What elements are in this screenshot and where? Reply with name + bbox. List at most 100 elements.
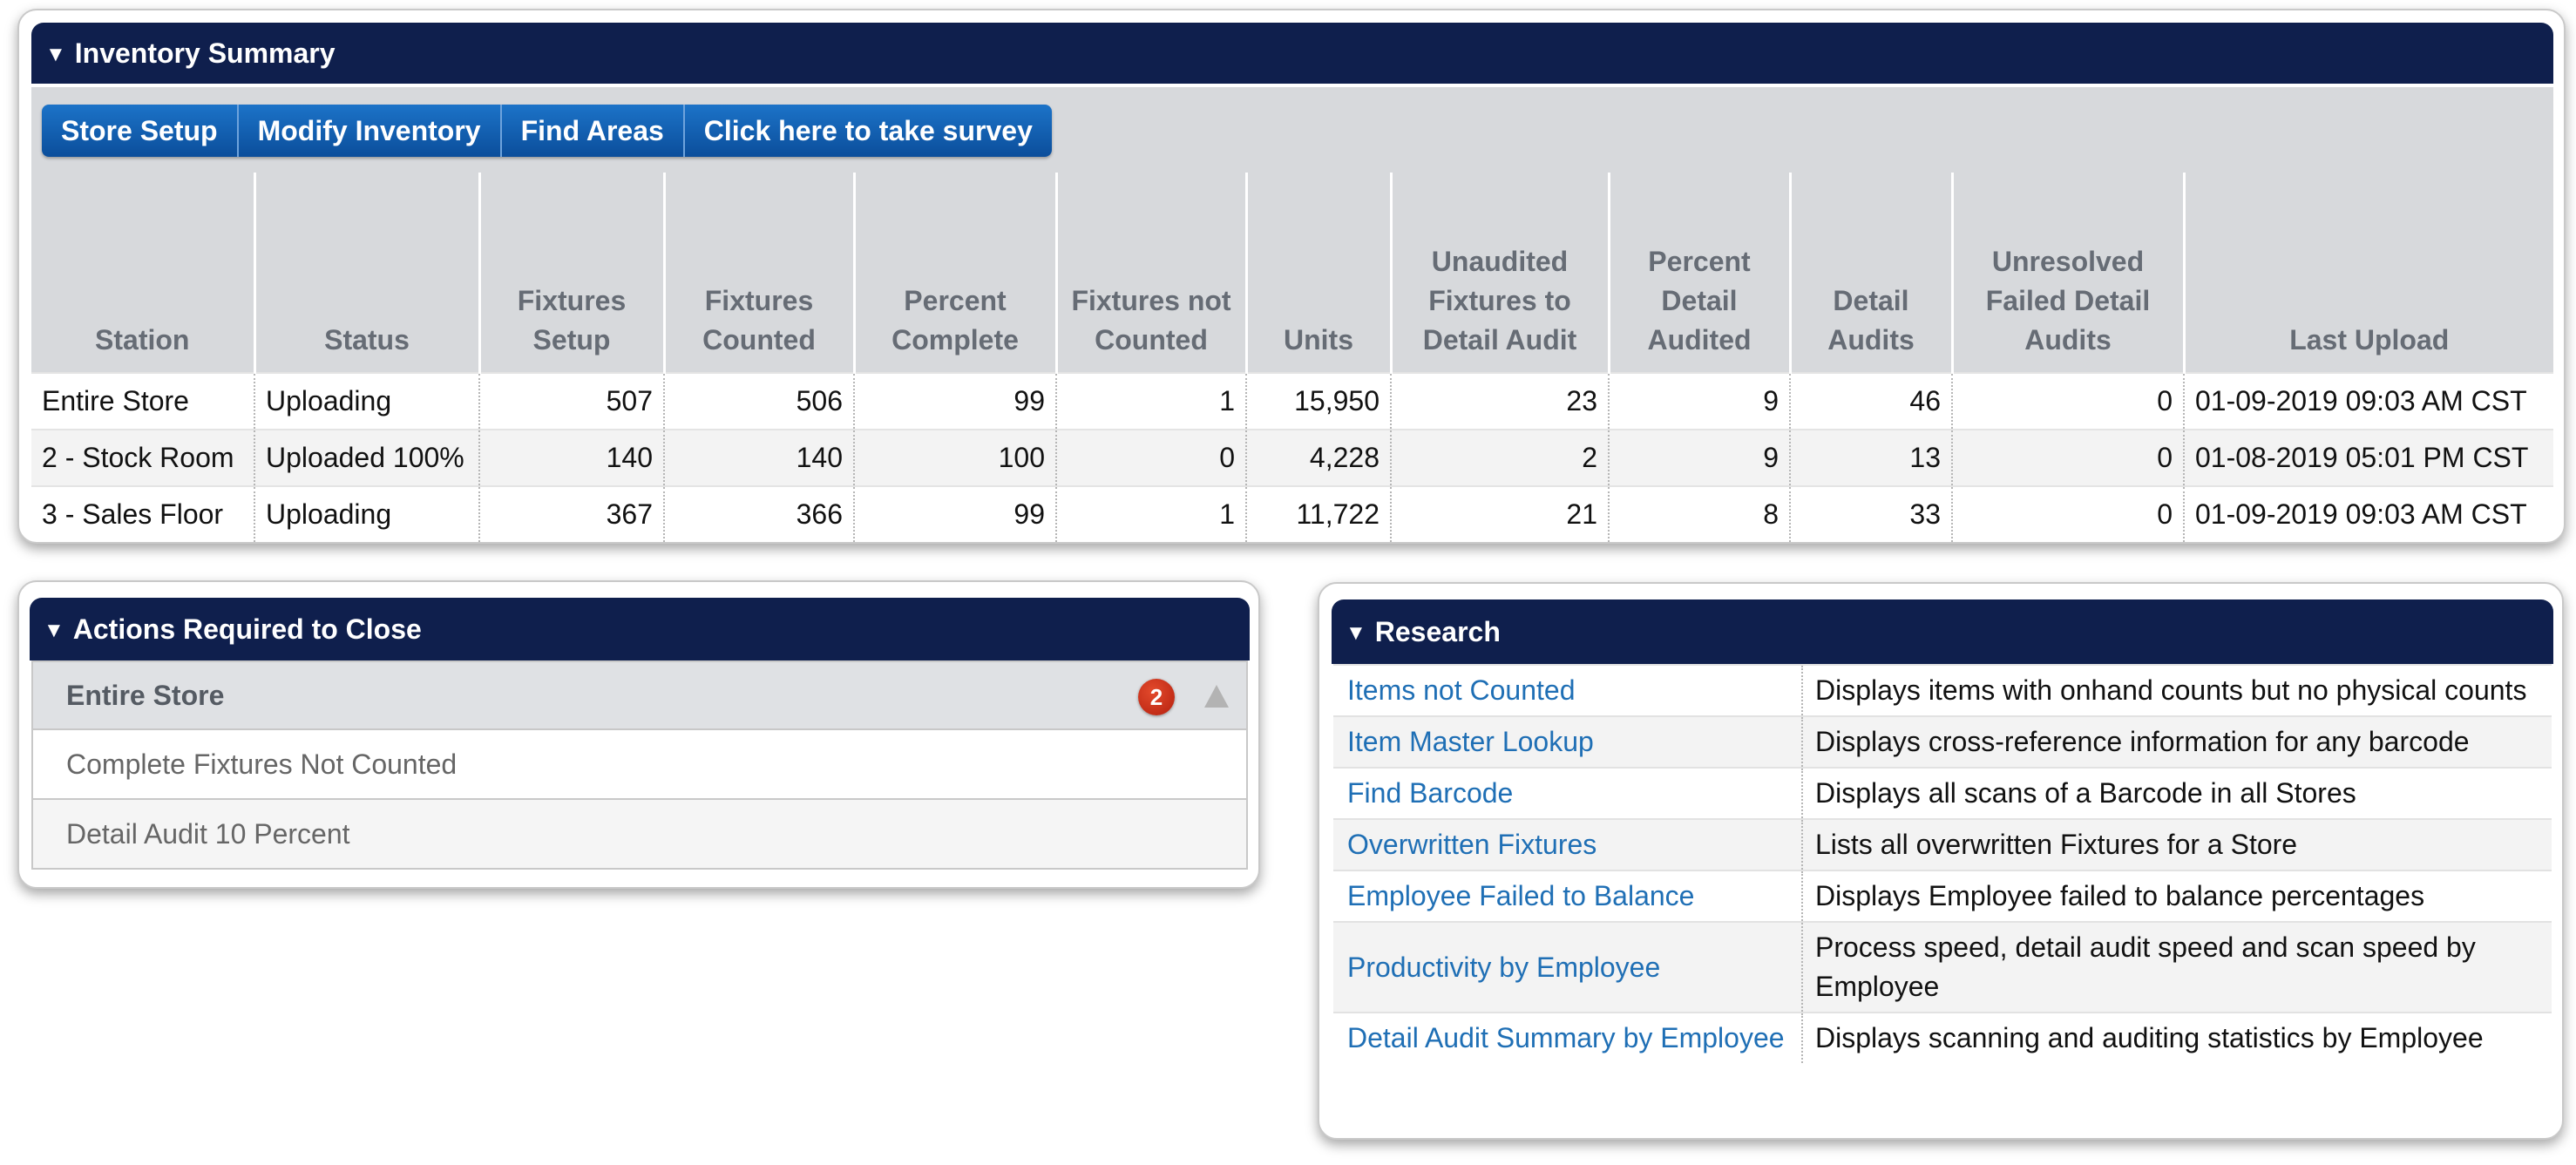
column-header[interactable]: Fixtures not Counted bbox=[1054, 173, 1246, 373]
inventory-toolbar: Store Setup Modify Inventory Find Areas … bbox=[31, 87, 2553, 173]
station-cell: 3 - Sales Floor bbox=[31, 485, 254, 542]
unresolved-audits-cell: 0 bbox=[1951, 485, 2184, 542]
table-row: Entire Store Uploading 507 506 99 1 15,9… bbox=[31, 372, 2553, 430]
collapse-triangle-icon[interactable]: ▼ bbox=[1346, 621, 1366, 645]
column-header[interactable]: Station bbox=[31, 173, 254, 373]
inventory-summary-panel: ▼ Inventory Summary Store Setup Modify I… bbox=[17, 9, 2566, 544]
actions-group-header[interactable]: Entire Store 2 bbox=[31, 660, 1248, 730]
last-upload-cell: 01-09-2019 09:03 AM CST bbox=[2183, 372, 2553, 430]
research-link[interactable]: Find Barcode bbox=[1333, 767, 1802, 819]
research-link[interactable]: Employee Failed to Balance bbox=[1333, 870, 1802, 922]
actions-list: Entire Store 2 Complete Fixtures Not Cou… bbox=[31, 660, 1248, 870]
detail-audits-link[interactable]: 33 bbox=[1789, 485, 1952, 542]
status-cell: Uploading bbox=[254, 372, 479, 430]
units-cell: 4,228 bbox=[1245, 429, 1391, 486]
research-description: Displays items with onhand counts but no… bbox=[1801, 664, 2552, 716]
last-upload-cell: 01-08-2019 05:01 PM CST bbox=[2183, 429, 2553, 486]
fixtures-not-counted-link[interactable]: 1 bbox=[1055, 372, 1246, 430]
modify-inventory-button[interactable]: Modify Inventory bbox=[238, 105, 502, 157]
fixtures-not-counted-cell: 0 bbox=[1055, 429, 1246, 486]
column-header[interactable]: Detail Audits bbox=[1788, 173, 1952, 373]
table-row: 2 - Stock Room Uploaded 100% 140 140 100… bbox=[31, 429, 2553, 486]
table-row: Item Master Lookup Displays cross-refere… bbox=[1333, 715, 2552, 768]
count-badge: 2 bbox=[1138, 679, 1175, 715]
table-row: Employee Failed to Balance Displays Empl… bbox=[1333, 870, 2552, 922]
fixtures-counted-link[interactable]: 366 bbox=[663, 485, 854, 542]
units-cell: 11,722 bbox=[1245, 485, 1391, 542]
research-description: Displays all scans of a Barcode in all S… bbox=[1801, 767, 2552, 819]
store-setup-button[interactable]: Store Setup bbox=[42, 105, 239, 157]
action-item[interactable]: Detail Audit 10 Percent bbox=[31, 800, 1248, 870]
take-survey-button[interactable]: Click here to take survey bbox=[684, 105, 1052, 157]
research-link[interactable]: Item Master Lookup bbox=[1333, 715, 1802, 768]
inventory-table: Station Status Fixtures Setup Fixtures C… bbox=[31, 173, 2553, 542]
status-cell: Uploaded 100% bbox=[254, 429, 479, 486]
table-row: Find Barcode Displays all scans of a Bar… bbox=[1333, 767, 2552, 819]
unaudited-fixtures-link[interactable]: 23 bbox=[1390, 372, 1609, 430]
collapse-triangle-icon[interactable]: ▼ bbox=[45, 43, 66, 66]
fixtures-not-counted-link[interactable]: 1 bbox=[1055, 485, 1246, 542]
research-link[interactable]: Items not Counted bbox=[1333, 664, 1802, 716]
column-header[interactable]: Last Upload bbox=[2182, 173, 2553, 373]
actions-required-title: Actions Required to Close bbox=[72, 613, 422, 645]
fixtures-counted-link[interactable]: 506 bbox=[663, 372, 854, 430]
unresolved-audits-cell: 0 bbox=[1951, 429, 2184, 486]
percent-detail-audited-cell: 9 bbox=[1608, 429, 1790, 486]
column-header[interactable]: Percent Complete bbox=[852, 173, 1056, 373]
table-row: 3 - Sales Floor Uploading 367 366 99 1 1… bbox=[31, 485, 2553, 542]
find-areas-button[interactable]: Find Areas bbox=[501, 105, 685, 157]
percent-detail-audited-cell: 8 bbox=[1608, 485, 1790, 542]
collapse-up-arrow-icon[interactable] bbox=[1204, 685, 1229, 708]
button-group: Store Setup Modify Inventory Find Areas … bbox=[42, 105, 1052, 157]
research-link[interactable]: Detail Audit Summary by Employee bbox=[1333, 1012, 1802, 1063]
last-upload-cell: 01-09-2019 09:03 AM CST bbox=[2183, 485, 2553, 542]
column-header[interactable]: Fixtures Counted bbox=[662, 173, 854, 373]
station-cell: Entire Store bbox=[31, 372, 254, 430]
fixtures-setup-cell: 367 bbox=[478, 485, 664, 542]
research-header[interactable]: ▼ Research bbox=[1332, 599, 2553, 664]
fixtures-setup-cell: 140 bbox=[478, 429, 664, 486]
unaudited-fixtures-link[interactable]: 21 bbox=[1390, 485, 1609, 542]
table-row: Productivity by Employee Process speed, … bbox=[1333, 921, 2552, 1013]
column-header[interactable]: Unresolved Failed Detail Audits bbox=[1950, 173, 2184, 373]
station-cell: 2 - Stock Room bbox=[31, 429, 254, 486]
collapse-triangle-icon[interactable]: ▼ bbox=[44, 619, 64, 642]
fixtures-setup-cell: 507 bbox=[478, 372, 664, 430]
research-table: Items not Counted Displays items with on… bbox=[1333, 664, 2552, 1063]
percent-complete-cell: 100 bbox=[853, 429, 1056, 486]
table-header-row: Station Status Fixtures Setup Fixtures C… bbox=[31, 173, 2553, 373]
research-link[interactable]: Overwritten Fixtures bbox=[1333, 818, 1802, 870]
table-row: Overwritten Fixtures Lists all overwritt… bbox=[1333, 818, 2552, 870]
column-header[interactable]: Unaudited Fixtures to Detail Audit bbox=[1389, 173, 1609, 373]
research-panel: ▼ Research Items not Counted Displays it… bbox=[1318, 582, 2564, 1140]
column-header[interactable]: Percent Detail Audited bbox=[1607, 173, 1790, 373]
research-description: Lists all overwritten Fixtures for a Sto… bbox=[1801, 818, 2552, 870]
percent-complete-cell: 99 bbox=[853, 372, 1056, 430]
research-link[interactable]: Productivity by Employee bbox=[1333, 921, 1802, 1013]
research-description: Process speed, detail audit speed and sc… bbox=[1801, 921, 2552, 1013]
actions-required-panel: ▼ Actions Required to Close Entire Store… bbox=[17, 580, 1260, 889]
detail-audits-link[interactable]: 46 bbox=[1789, 372, 1952, 430]
research-description: Displays cross-reference information for… bbox=[1801, 715, 2552, 768]
research-description: Displays scanning and auditing statistic… bbox=[1801, 1012, 2552, 1063]
research-title: Research bbox=[1374, 615, 1501, 647]
percent-complete-cell: 99 bbox=[853, 485, 1056, 542]
column-header[interactable]: Units bbox=[1244, 173, 1391, 373]
action-item[interactable]: Complete Fixtures Not Counted bbox=[31, 730, 1248, 800]
unresolved-audits-cell: 0 bbox=[1951, 372, 2184, 430]
column-header[interactable]: Status bbox=[253, 173, 479, 373]
inventory-summary-title: Inventory Summary bbox=[74, 37, 336, 69]
units-cell: 15,950 bbox=[1245, 372, 1391, 430]
actions-group-label: Entire Store bbox=[66, 679, 225, 711]
percent-detail-audited-cell: 9 bbox=[1608, 372, 1790, 430]
fixtures-counted-link[interactable]: 140 bbox=[663, 429, 854, 486]
unaudited-fixtures-link[interactable]: 2 bbox=[1390, 429, 1609, 486]
table-row: Items not Counted Displays items with on… bbox=[1333, 664, 2552, 716]
research-description: Displays Employee failed to balance perc… bbox=[1801, 870, 2552, 922]
actions-required-header[interactable]: ▼ Actions Required to Close bbox=[30, 598, 1250, 660]
inventory-summary-header[interactable]: ▼ Inventory Summary bbox=[31, 23, 2553, 84]
column-header[interactable]: Fixtures Setup bbox=[478, 173, 664, 373]
table-row: Detail Audit Summary by Employee Display… bbox=[1333, 1012, 2552, 1063]
status-cell: Uploading bbox=[254, 485, 479, 542]
detail-audits-link[interactable]: 13 bbox=[1789, 429, 1952, 486]
